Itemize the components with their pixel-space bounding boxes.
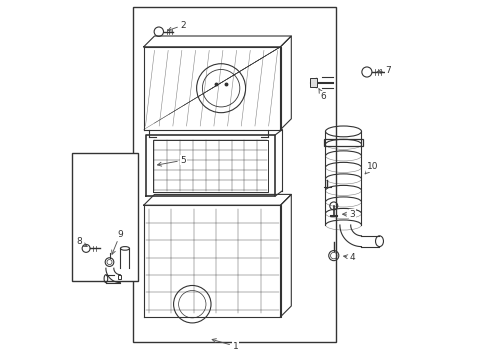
Text: 1: 1 — [212, 339, 238, 351]
Bar — [310, 78, 316, 87]
Text: 10: 10 — [365, 162, 377, 174]
Text: 7: 7 — [376, 66, 390, 76]
Bar — [72, 153, 138, 281]
Bar — [324, 139, 362, 146]
Text: 4: 4 — [343, 253, 355, 262]
Text: 9: 9 — [111, 230, 123, 254]
Bar — [133, 7, 336, 342]
Text: 3: 3 — [342, 210, 355, 219]
Bar — [118, 275, 121, 279]
Text: 5: 5 — [157, 156, 186, 166]
Text: 8: 8 — [76, 238, 87, 247]
Text: 2: 2 — [167, 21, 186, 31]
Text: 6: 6 — [318, 89, 325, 101]
